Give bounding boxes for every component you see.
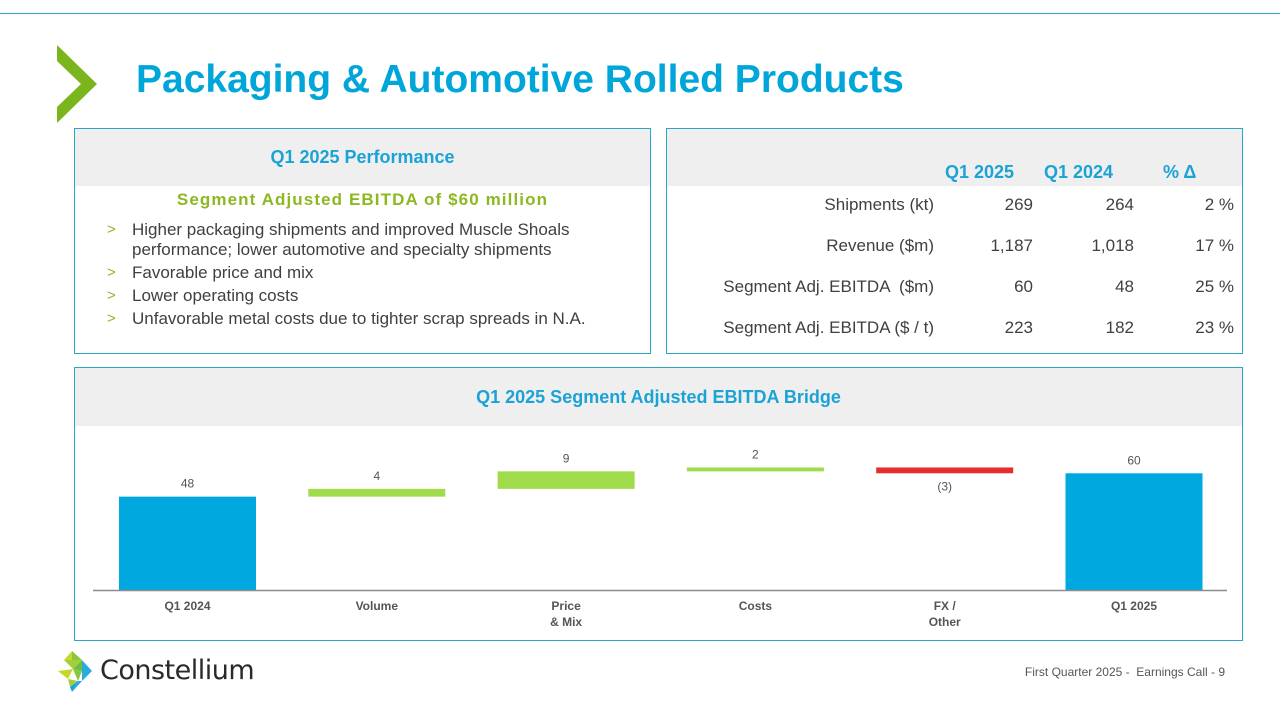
footer-text: First Quarter 2025 - Earnings Call - 9 (1024, 665, 1225, 679)
column-header-q1-2024: Q1 2024 (1044, 162, 1114, 182)
category-label: Q1 2024 (164, 599, 210, 613)
cell-q1-2024: 1,018 (1091, 236, 1134, 255)
bar-3 (686, 467, 824, 472)
bar-4 (876, 467, 1014, 474)
category-label: Q1 2025 (1111, 599, 1157, 613)
bullet-chevron-icon: > (107, 264, 116, 281)
bullet-text: Unfavorable metal costs due to tighter s… (132, 309, 586, 328)
performance-panel-header: Q1 2025 Performance (75, 129, 650, 186)
data-label: 2 (752, 447, 759, 461)
chart-title: Q1 2025 Segment Adjusted EBITDA Bridge (476, 386, 841, 407)
bullet-chevron-icon: > (107, 221, 116, 238)
table-row: Segment Adj. EBITDA ($m) 60 48 25 % (667, 277, 1244, 301)
bridge-chart: 48 Q1 2024 4 Volume 9 Price & Mix 2 Costs (3) FX /… (93, 447, 1227, 629)
page-title: Packaging & Automotive Rolled Products (136, 58, 904, 101)
performance-panel: Q1 2025 Performance Segment Adjusted EBI… (74, 128, 651, 354)
cell-pct-change: 25 % (1195, 277, 1234, 296)
table-row: Revenue ($m) 1,187 1,018 17 % (667, 236, 1244, 260)
cell-q1-2025: 1,187 (990, 236, 1033, 255)
bar-2 (497, 471, 635, 489)
bullet-item: > Lower operating costs (107, 286, 650, 306)
bullet-item: > Favorable price and mix (107, 263, 650, 283)
bar-1 (308, 488, 446, 497)
constellium-logo-icon (58, 651, 92, 692)
data-label: 60 (1127, 453, 1141, 467)
cell-pct-change: 2 % (1204, 195, 1234, 214)
kpi-table-panel: Q1 2025 Q1 2024 % Δ Shipments (kt) 269 2… (666, 128, 1243, 354)
kpi-table-header: Q1 2025 Q1 2024 % Δ (667, 129, 1242, 186)
bullet-item: > Unfavorable metal costs due to tighter … (107, 309, 650, 329)
bar-5 (1065, 473, 1203, 590)
column-header-pct-change: % Δ (1163, 162, 1197, 182)
cell-q1-2025: 223 (1004, 318, 1033, 337)
category-label: Price (551, 599, 581, 613)
bullet-chevron-icon: > (107, 287, 116, 304)
cell-pct-change: 23 % (1195, 318, 1234, 337)
bullet-text: Lower operating costs (132, 286, 299, 305)
category-label: & Mix (550, 615, 582, 629)
performance-heading: Q1 2025 Performance (270, 147, 455, 167)
row-label: Shipments (kt) (824, 195, 934, 214)
category-label: Volume (356, 599, 399, 613)
bullet-text: Higher packaging shipments and improved … (132, 220, 570, 259)
bullet-item: > Higher packaging shipments and improved… (107, 220, 650, 260)
top-rule (0, 13, 1280, 14)
bullet-chevron-icon: > (107, 310, 116, 327)
data-label: 9 (563, 451, 570, 465)
brand-name: Constellium (100, 655, 255, 686)
cell-q1-2024: 182 (1105, 318, 1134, 337)
row-label: Segment Adj. EBITDA ($m) (723, 277, 934, 296)
category-label: Other (929, 615, 961, 629)
data-label: (3) (937, 479, 952, 493)
chevron-icon (57, 45, 97, 123)
cell-pct-change: 17 % (1195, 236, 1234, 255)
row-label: Revenue ($m) (826, 236, 934, 255)
bullet-text: Favorable price and mix (132, 263, 314, 282)
data-label: 4 (373, 469, 380, 483)
bar-0 (119, 496, 256, 590)
column-header-q1-2025: Q1 2025 (945, 162, 1015, 182)
cell-q1-2025: 269 (1004, 195, 1033, 214)
cell-q1-2025: 60 (1014, 277, 1033, 296)
cell-q1-2024: 48 (1115, 277, 1134, 296)
category-label: Costs (739, 599, 773, 613)
data-label: 48 (181, 477, 195, 491)
row-label: Segment Adj. EBITDA ($ / t) (723, 318, 934, 337)
ebitda-bridge-panel: Q1 2025 Segment Adjusted EBITDA Bridge 4… (74, 367, 1243, 641)
table-row: Segment Adj. EBITDA ($ / t) 223 182 23 % (667, 318, 1244, 342)
category-label: FX / (934, 599, 957, 613)
table-row: Shipments (kt) 269 264 2 % (667, 195, 1244, 219)
cell-q1-2024: 264 (1105, 195, 1134, 214)
performance-bullet-list: > Higher packaging shipments and improved… (75, 220, 650, 329)
ebitda-highlight: Segment Adjusted EBITDA of $60 million (176, 190, 549, 209)
bridge-panel-header: Q1 2025 Segment Adjusted EBITDA Bridge (75, 368, 1242, 426)
